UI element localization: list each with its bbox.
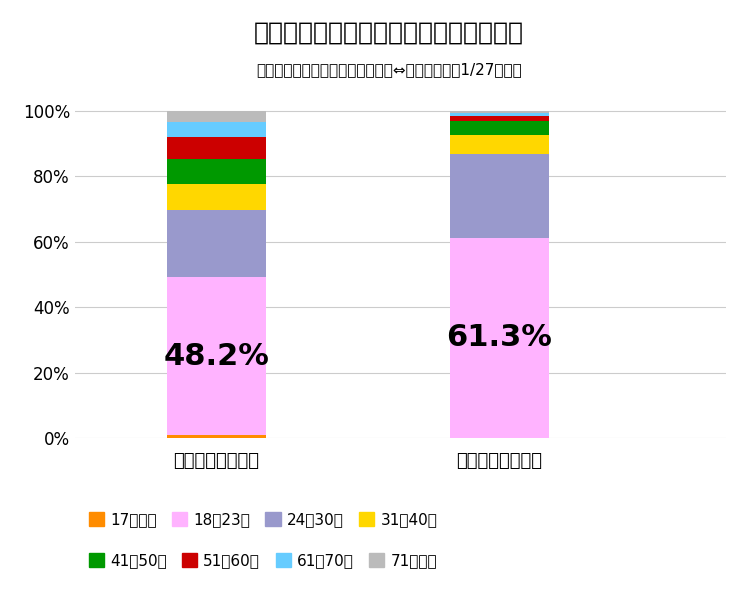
Bar: [450, 237, 549, 438]
Bar: [450, 121, 549, 134]
Bar: [167, 111, 266, 122]
Text: 61.3%: 61.3%: [447, 323, 552, 352]
Bar: [167, 137, 266, 159]
Bar: [167, 435, 266, 438]
Bar: [450, 113, 549, 116]
Bar: [167, 122, 266, 137]
Legend: 41〜50歳, 51〜60歳, 61〜70歳, 71歳以上: 41〜50歳, 51〜60歳, 61〜70歳, 71歳以上: [82, 548, 443, 575]
Bar: [167, 277, 266, 435]
Bar: [167, 210, 266, 277]
Text: （春運＝第３〜８週と定義　関東⇔関西線のみ　1/27時点）: （春運＝第３〜８週と定義 関東⇔関西線のみ 1/27時点）: [256, 62, 522, 77]
Bar: [450, 111, 549, 113]
Bar: [450, 155, 549, 237]
Text: 春運期間中の年齢別利用者数　日中比較: 春運期間中の年齢別利用者数 日中比較: [254, 21, 524, 45]
Bar: [167, 184, 266, 210]
Bar: [450, 134, 549, 155]
Bar: [450, 116, 549, 121]
Bar: [167, 159, 266, 184]
Text: 48.2%: 48.2%: [163, 342, 269, 371]
